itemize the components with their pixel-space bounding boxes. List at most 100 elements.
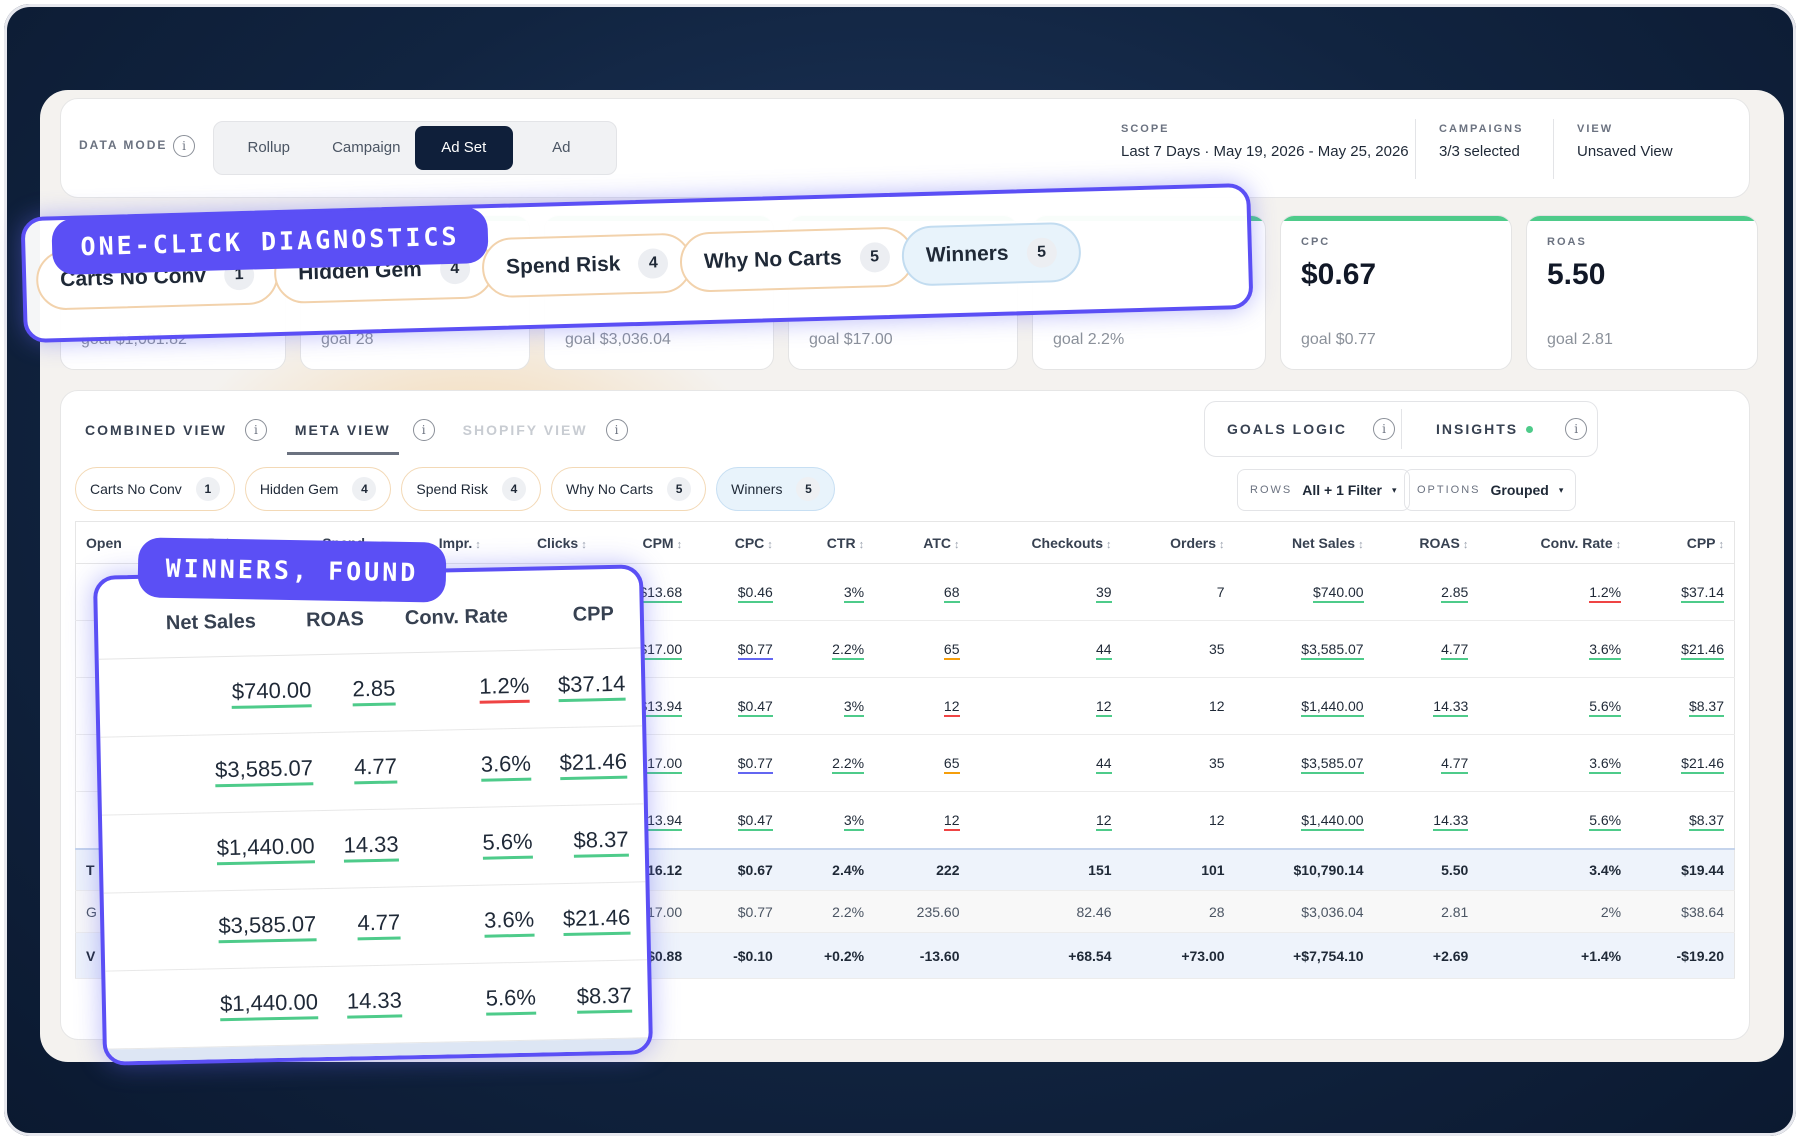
column-header[interactable]: CTR ↕ bbox=[782, 521, 875, 564]
info-icon[interactable]: i bbox=[412, 419, 435, 441]
chip-winners[interactable]: Winners 5 bbox=[716, 467, 836, 511]
zoom-cell: $37.14 bbox=[557, 670, 626, 703]
kpi-label: ROAS bbox=[1547, 236, 1587, 248]
table-cell: 1.2% bbox=[1478, 563, 1632, 621]
kpi-card-roas[interactable]: ROAS 5.50 goal 2.81 bbox=[1526, 215, 1758, 370]
kpi-goal: goal 2.81 bbox=[1547, 331, 1613, 348]
table-cell: -$0.10 bbox=[692, 932, 783, 979]
table-cell: 35 bbox=[1121, 620, 1235, 678]
divider bbox=[1415, 119, 1416, 179]
cell-value: $13.94 bbox=[639, 811, 683, 831]
mode-campaign[interactable]: Campaign bbox=[332, 139, 401, 156]
cell-value: 1.2% bbox=[1589, 584, 1622, 603]
zoom-cell-value: $1,440.00 bbox=[216, 833, 315, 866]
table-cell: $1,440.00 bbox=[1234, 791, 1374, 849]
chip-why-no-carts[interactable]: Why No Carts 5 bbox=[551, 467, 707, 511]
column-header-label: CPC bbox=[734, 534, 765, 551]
cell-value: 5.6% bbox=[1589, 698, 1622, 717]
table-cell: +0.2% bbox=[782, 932, 875, 979]
campaigns-value: 3/3 selected bbox=[1439, 143, 1520, 160]
column-header[interactable]: Orders ↕ bbox=[1121, 521, 1235, 564]
table-cell: $3,585.07 bbox=[1234, 620, 1374, 678]
kpi-goal: goal $0.77 bbox=[1301, 331, 1376, 348]
zoom-title: WINNERS, FOUND bbox=[137, 537, 447, 603]
table-cell: 5.6% bbox=[1478, 791, 1632, 849]
chip-hidden-gem[interactable]: Hidden Gem 4 bbox=[244, 467, 392, 511]
zoom-cell: 1.2% bbox=[478, 672, 530, 704]
table-cell: 5.50 bbox=[1373, 847, 1479, 891]
info-icon[interactable]: i bbox=[1373, 418, 1395, 440]
zoom-cell-value: $8.37 bbox=[576, 982, 633, 1014]
callout-chip-why-no-carts[interactable]: Why No Carts 5 bbox=[679, 226, 915, 293]
info-icon[interactable]: i bbox=[605, 419, 628, 441]
table-cell: +68.54 bbox=[969, 932, 1122, 979]
column-header-label: Impr. bbox=[438, 534, 473, 551]
zoom-cell: $740.00 bbox=[231, 677, 312, 709]
zoom-cell-value: 5.6% bbox=[482, 828, 533, 860]
table-cell: $19.44 bbox=[1631, 847, 1735, 891]
mode-ad[interactable]: Ad bbox=[552, 139, 571, 156]
rows-dropdown[interactable]: ROWS All + 1 Filter ▾ bbox=[1237, 469, 1410, 511]
column-header[interactable]: CPC ↕ bbox=[692, 521, 783, 564]
rows-label: ROWS bbox=[1250, 484, 1293, 496]
chip-carts-no-conv[interactable]: Carts No Conv 1 bbox=[75, 467, 235, 511]
column-header[interactable]: ATC ↕ bbox=[874, 521, 970, 564]
tab-shopify-view[interactable]: SHOPIFY VIEW bbox=[462, 422, 588, 438]
table-cell: 3% bbox=[782, 563, 875, 621]
chip-count: 5 bbox=[859, 241, 891, 273]
chevron-down-icon: ▾ bbox=[1558, 484, 1564, 495]
tab-combined-view[interactable]: COMBINED VIEW bbox=[85, 422, 227, 438]
scope-info[interactable]: SCOPE Last 7 Days · May 19, 2026 - May 2… bbox=[1121, 123, 1409, 160]
cell-value: 12 bbox=[1208, 698, 1225, 714]
cell-value: 3.6% bbox=[1589, 755, 1622, 774]
column-header[interactable]: CPP ↕ bbox=[1631, 521, 1735, 564]
chip-spend-risk[interactable]: Spend Risk 4 bbox=[401, 467, 541, 511]
zoom-cell: 14.33 bbox=[343, 831, 399, 863]
view-info[interactable]: VIEW Unsaved View bbox=[1577, 123, 1673, 160]
info-icon[interactable]: i bbox=[1565, 418, 1588, 440]
column-header[interactable]: Conv. Rate ↕ bbox=[1478, 521, 1632, 564]
mode-ad-set[interactable]: Ad Set bbox=[415, 126, 513, 170]
table-cell: $10,790.14 bbox=[1234, 847, 1374, 891]
column-header[interactable]: Clicks ↕ bbox=[490, 521, 597, 564]
sort-icon: ↕ bbox=[1615, 538, 1622, 551]
insights-button[interactable]: INSIGHTS bbox=[1436, 421, 1519, 437]
table-cell: 7 bbox=[1121, 563, 1235, 621]
diagnostic-chips: Carts No Conv 1 Hidden Gem 4 Spend Risk 4 W… bbox=[75, 467, 836, 511]
column-header[interactable]: Checkouts ↕ bbox=[969, 521, 1122, 564]
tab-meta-view[interactable]: META VIEW bbox=[286, 422, 399, 455]
cell-value: $17.00 bbox=[639, 755, 683, 774]
sort-icon: ↕ bbox=[581, 538, 587, 551]
status-dot-icon bbox=[1526, 425, 1534, 433]
zoom-cell: $21.46 bbox=[562, 904, 631, 937]
callout-chip-spend-risk[interactable]: Spend Risk 4 bbox=[481, 232, 694, 299]
campaigns-info[interactable]: CAMPAIGNS 3/3 selected bbox=[1439, 123, 1523, 160]
goals-logic-button[interactable]: GOALS LOGIC bbox=[1227, 421, 1347, 437]
table-cell: 3.4% bbox=[1478, 847, 1632, 891]
table-cell: 68 bbox=[874, 563, 970, 621]
table-cell: $0.47 bbox=[692, 677, 783, 735]
zoom-cell-value: 14.33 bbox=[343, 831, 399, 863]
options-dropdown[interactable]: OPTIONS Grouped ▾ bbox=[1404, 469, 1577, 511]
column-header-label: ROAS bbox=[1419, 534, 1460, 551]
table-cell: 12 bbox=[1121, 791, 1235, 849]
info-icon[interactable]: i bbox=[173, 135, 195, 157]
mode-rollup[interactable]: Rollup bbox=[247, 139, 291, 156]
table-cell: 14.33 bbox=[1373, 677, 1479, 735]
cell-value: 12 bbox=[1208, 811, 1225, 828]
kpi-goal: goal 28 bbox=[321, 331, 374, 348]
column-header[interactable]: Net Sales ↕ bbox=[1234, 521, 1374, 564]
cell-value: 68 bbox=[943, 584, 960, 603]
cell-value: $3,585.07 bbox=[1301, 641, 1364, 660]
zoom-cell-value: $3,585.07 bbox=[218, 911, 317, 944]
table-cell: 2.2% bbox=[782, 890, 875, 933]
column-header[interactable]: CPM ↕ bbox=[596, 521, 693, 564]
callout-chip-winners[interactable]: Winners 5 bbox=[901, 221, 1082, 287]
info-icon[interactable]: i bbox=[244, 419, 267, 441]
kpi-goal: goal $3,036.04 bbox=[565, 331, 671, 348]
cell-value: 65 bbox=[943, 641, 960, 660]
table-cell: 12 bbox=[874, 791, 970, 849]
column-header[interactable]: ROAS ↕ bbox=[1373, 521, 1479, 564]
kpi-card-cpc[interactable]: CPC $0.67 goal $0.77 bbox=[1280, 215, 1512, 370]
table-cell: 65 bbox=[874, 620, 970, 678]
